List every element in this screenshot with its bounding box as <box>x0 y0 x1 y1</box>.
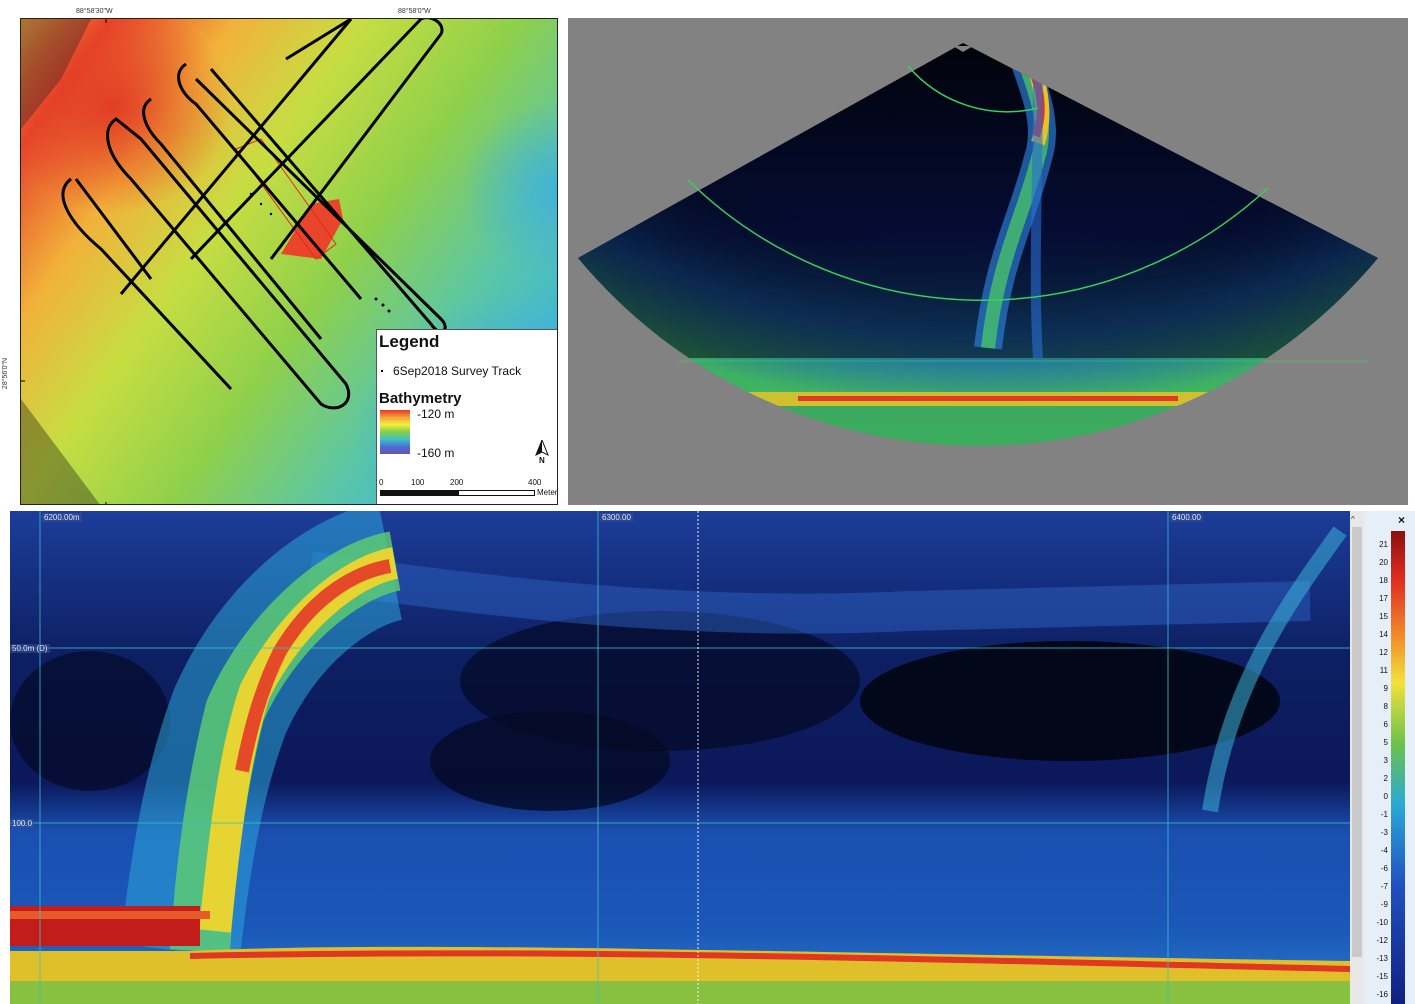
scale-tick-0: 0 <box>379 478 384 487</box>
colorbar-tick: 5 <box>1383 738 1388 747</box>
scale-tick-400: 400 <box>528 478 542 487</box>
colorbar-ramp <box>1391 531 1405 1004</box>
colorbar-tick: -3 <box>1380 828 1388 837</box>
colorbar-tick: 20 <box>1379 558 1388 567</box>
colorbar-tick: 9 <box>1383 684 1388 693</box>
colorbar-tick: -15 <box>1376 972 1388 981</box>
colorbar-tick: -10 <box>1376 918 1388 927</box>
colorbar-tick: 21 <box>1379 540 1388 549</box>
legend-bathymetry-title: Bathymetry <box>379 390 462 407</box>
colorbar-tick: 12 <box>1379 648 1388 657</box>
bathymetry-color-ramp <box>380 410 410 454</box>
colorbar-tick: 6 <box>1383 720 1388 729</box>
plume-footprint <box>235 138 343 260</box>
distance-label-6400: 6400.00 <box>1170 513 1203 522</box>
echogram-image <box>10 511 1351 1004</box>
north-label: N <box>539 456 545 465</box>
colorbar-tick: 15 <box>1379 612 1388 621</box>
colorbar-tick: -12 <box>1376 936 1388 945</box>
scroll-up-icon[interactable]: ^ <box>1351 515 1355 524</box>
survey-track-symbol <box>381 370 383 372</box>
colorbar-tick: -6 <box>1380 864 1388 873</box>
colorbar-tick: -1 <box>1380 810 1388 819</box>
colorbar-tick: -7 <box>1380 882 1388 891</box>
scale-bar <box>380 490 535 496</box>
bathymetry-low-label: -160 m <box>417 446 455 460</box>
water-column-fan-image <box>578 43 1378 446</box>
colorbar-tick: 14 <box>1379 630 1388 639</box>
colorbar-background <box>1364 511 1415 1004</box>
depth-label-100: 100.0 <box>10 819 35 828</box>
latitude-label: 28°56'0"N <box>2 357 10 390</box>
north-arrow-icon: N <box>535 438 549 465</box>
legend-survey-track-label: 6Sep2018 Survey Track <box>393 364 522 378</box>
colorbar-tick: 17 <box>1379 594 1388 603</box>
longitude-label-left: 88°58'30"W <box>76 8 113 15</box>
map-legend: Legend 6Sep2018 Survey Track Bathymetry … <box>376 329 558 504</box>
scrollbar-thumb[interactable] <box>1352 527 1362 957</box>
colorbar-tick: 8 <box>1383 702 1388 711</box>
colorbar-tick: 0 <box>1383 792 1388 801</box>
colorbar-tick: 11 <box>1379 666 1388 675</box>
colorbar-tick: 3 <box>1383 756 1388 765</box>
colorbar-tick: -9 <box>1380 900 1388 909</box>
colorbar-tick: 2 <box>1383 774 1388 783</box>
scale-tick-200: 200 <box>450 478 464 487</box>
multibeam-water-column-panel <box>568 18 1408 505</box>
echogram-scrollbar[interactable] <box>1350 511 1364 1004</box>
scale-unit-label: Meters <box>537 488 558 497</box>
colorbar-tick: -4 <box>1380 846 1388 855</box>
colorbar-tick: -16 <box>1376 990 1388 999</box>
depth-label-50m: 50.0m (D) <box>10 644 50 653</box>
legend-title: Legend <box>379 332 440 351</box>
distance-label-6300: 6300.00 <box>600 513 633 522</box>
colorbar-tick: 18 <box>1379 576 1388 585</box>
bathymetry-map-panel: Legend 6Sep2018 Survey Track Bathymetry … <box>20 18 558 505</box>
longitude-label-right: 88°58'0"W <box>398 8 431 15</box>
echogram-panel: 6200.00m 6300.00 6400.00 50.0m (D) 100.0 <box>10 511 1415 1004</box>
colorbar-tick: -13 <box>1376 954 1388 963</box>
bathymetry-high-label: -120 m <box>417 407 455 421</box>
scale-tick-100: 100 <box>411 478 425 487</box>
survey-track-dots <box>249 192 391 313</box>
bathymetry-map <box>21 19 557 504</box>
close-icon[interactable]: × <box>1398 513 1406 527</box>
distance-label-6200: 6200.00m <box>42 513 82 522</box>
